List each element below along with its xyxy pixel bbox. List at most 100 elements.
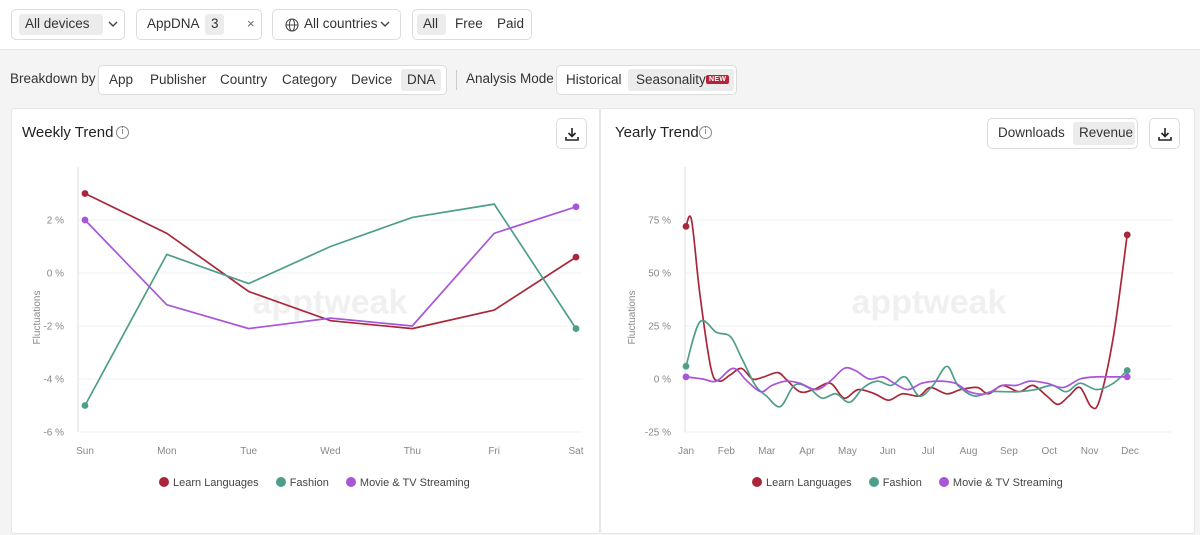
data-point-fashion <box>1123 367 1131 374</box>
x-tick-label: May <box>838 446 857 457</box>
app-dna-label: AppDNA <box>147 16 200 31</box>
device-select[interactable]: All devices <box>11 9 125 40</box>
data-point-fashion <box>81 402 89 409</box>
breakdown-option-publisher[interactable]: Publisher <box>150 72 207 87</box>
y-tick-label: 0 % <box>654 375 671 386</box>
x-tick-label: Wed <box>320 446 340 457</box>
y-tick-label: 2 % <box>47 216 64 227</box>
divider <box>456 70 457 90</box>
x-tick-label: Nov <box>1081 446 1099 457</box>
download-icon <box>565 128 579 141</box>
data-point-fashion <box>572 325 580 333</box>
metric-option-downloads[interactable]: Downloads <box>998 125 1065 140</box>
x-tick-label: Jan <box>678 446 694 457</box>
legend-dot <box>938 477 949 487</box>
x-tick-label: Sat <box>568 446 583 457</box>
data-point-fashion <box>682 362 690 370</box>
legend-label: Learn Languages <box>173 477 259 489</box>
breakdown-options: App Publisher Country Category Device DN… <box>98 65 447 95</box>
weekly-trend-chart: apptweak 2 % 0 % -2 % -4 % -6 % Fluctuations Su… <box>32 167 584 457</box>
metric-option-revenue[interactable]: Revenue <box>1079 125 1134 140</box>
series-line-learn-languages <box>685 215 1129 410</box>
x-tick-label: Mon <box>157 446 176 457</box>
weekly-legend: Learn Languages Fashion Movie & TV Strea… <box>159 477 484 489</box>
x-tick-label: Jun <box>880 446 896 457</box>
legend-dot <box>868 477 879 487</box>
breakdown-option-app[interactable]: App <box>109 72 134 87</box>
info-icon[interactable]: i <box>116 126 129 139</box>
data-point-movie-tv <box>81 216 89 224</box>
legend-item-fashion[interactable]: Fashion <box>868 477 922 489</box>
y-tick-label: -4 % <box>43 375 64 386</box>
chevron-down-icon <box>380 21 390 27</box>
series-line-learn-languages <box>84 192 577 330</box>
y-axis-label: Fluctuations <box>32 291 43 345</box>
app-dna-filter[interactable]: AppDNA 3 × <box>136 9 262 40</box>
legend-item-fashion[interactable]: Fashion <box>275 477 329 489</box>
data-point-learn-languages <box>682 222 690 230</box>
legend-label: Movie & TV Streaming <box>359 477 470 489</box>
country-select[interactable]: All countries <box>272 9 401 40</box>
info-icon[interactable]: i <box>699 126 712 139</box>
data-point-learn-languages <box>572 253 580 261</box>
legend-item-learn-languages[interactable]: Learn Languages <box>752 477 852 489</box>
app-dna-count-badge <box>205 14 224 35</box>
yearly-trend-panel: Yearly Trend i Downloads Revenue apptwea… <box>600 108 1195 534</box>
breakdown-option-category[interactable]: Category <box>282 72 337 87</box>
breakdown-row: Breakdown by App Publisher Country Categ… <box>0 50 1200 108</box>
legend-item-learn-languages[interactable]: Learn Languages <box>159 477 259 489</box>
y-tick-label: 25 % <box>648 322 671 333</box>
legend-label: Learn Languages <box>766 477 852 489</box>
x-tick-label: Mar <box>758 446 776 457</box>
x-tick-label: Sep <box>1000 446 1018 457</box>
breakdown-option-device[interactable]: Device <box>351 72 393 87</box>
metric-selected-pill <box>1073 122 1135 145</box>
metric-toggle: Downloads Revenue <box>987 118 1138 149</box>
weekly-download-button[interactable] <box>556 118 587 149</box>
x-tick-label: Sun <box>76 446 94 457</box>
weekly-trend-title: Weekly Trend <box>22 124 114 141</box>
price-option-paid[interactable]: Paid <box>497 16 525 31</box>
y-tick-label: 50 % <box>648 269 671 280</box>
x-tick-label: Aug <box>960 446 978 457</box>
x-tick-label: Jul <box>922 446 935 457</box>
analysis-selected-pill <box>628 69 734 91</box>
y-tick-label: 75 % <box>648 216 671 227</box>
analysis-mode-label: Analysis Mode <box>466 71 554 86</box>
series-line-movie-tv <box>84 205 577 330</box>
filter-bar: All devices AppDNA 3 × All countries All… <box>0 0 1200 50</box>
clear-icon[interactable]: × <box>247 16 255 31</box>
x-tick-label: Feb <box>718 446 736 457</box>
data-point-movie-tv <box>572 203 580 211</box>
price-option-all[interactable]: All <box>423 16 439 31</box>
legend-dot <box>752 477 762 487</box>
yearly-trend-title: Yearly Trend <box>615 124 699 141</box>
series-line-fashion <box>84 203 577 406</box>
analysis-option-historical[interactable]: Historical <box>566 72 622 87</box>
breakdown-option-dna[interactable]: DNA <box>407 72 436 87</box>
data-point-movie-tv <box>1123 373 1131 381</box>
legend-item-movie-tv[interactable]: Movie & TV Streaming <box>938 477 1063 489</box>
series-line-fashion <box>685 319 1128 408</box>
y-tick-label: -2 % <box>43 322 64 333</box>
new-badge: NEW <box>706 75 730 84</box>
legend-dot <box>345 477 356 487</box>
breakdown-option-country[interactable]: Country <box>220 72 268 87</box>
price-option-free[interactable]: Free <box>455 16 483 31</box>
x-tick-label: Tue <box>240 446 257 457</box>
chevron-down-icon <box>108 21 118 27</box>
y-tick-label: -25 % <box>645 428 671 439</box>
legend-label: Movie & TV Streaming <box>952 477 1063 489</box>
analysis-mode-options: Historical Seasonality NEW <box>556 65 737 95</box>
country-select-label: All countries <box>304 16 378 31</box>
price-selected-pill <box>417 14 446 35</box>
legend-item-movie-tv[interactable]: Movie & TV Streaming <box>345 477 470 489</box>
app-dna-count: 3 <box>211 16 219 31</box>
data-point-learn-languages <box>1123 231 1131 239</box>
analysis-option-seasonality[interactable]: Seasonality <box>636 72 706 87</box>
y-tick-label: -6 % <box>43 428 64 439</box>
x-tick-label: Fri <box>488 446 500 457</box>
x-tick-label: Oct <box>1041 446 1057 457</box>
yearly-download-button[interactable] <box>1149 118 1180 149</box>
legend-dot <box>275 477 286 487</box>
